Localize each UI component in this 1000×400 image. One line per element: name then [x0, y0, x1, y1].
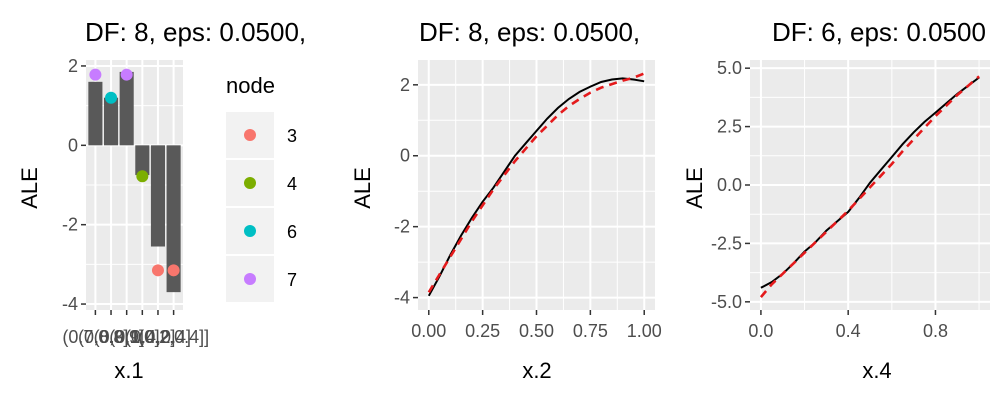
ale-bar	[150, 145, 166, 247]
ale-fitted-dashed-line	[759, 75, 980, 298]
legend-title: node	[226, 73, 275, 98]
ale-node-point	[105, 91, 118, 104]
y-tick-label: -2	[394, 217, 410, 237]
x-tick-label: 1.00	[627, 321, 662, 341]
panel-x2-title: DF: 8, eps: 0.0500,	[419, 17, 640, 47]
panel-x2-ylabel: ALE	[350, 167, 375, 209]
ale-node-point	[167, 264, 180, 277]
ale-node-point	[151, 264, 164, 277]
panel-x4: -5.0 -2.5 0.0 2.5 5.0 0.0 0.4 0.8 DF: 6, eps: 0.…	[682, 17, 990, 383]
y-tick-label: 0	[68, 135, 78, 155]
node-legend: 3 4 6 7 node	[226, 73, 297, 302]
y-tick-label: -4	[394, 288, 410, 308]
x-tick-label: 0.0	[748, 321, 773, 341]
x-tick-label: (0.4,0.4]	[125, 327, 191, 347]
panel-x2-xlabel: x.2	[522, 358, 551, 383]
ale-bar	[166, 145, 181, 293]
y-tick-label: 2	[400, 75, 410, 95]
x-tick-label: (0.1,0.2]	[109, 327, 175, 347]
y-tick-label: -5.0	[711, 292, 742, 312]
ale-node-point	[120, 68, 133, 81]
y-tick-label: 2	[68, 56, 78, 76]
x-tick-label: (0.2,0.4]]	[138, 327, 209, 347]
panel-x1-xlabel: x.1	[114, 358, 143, 383]
legend-key-point	[244, 129, 256, 141]
ale-node-point	[89, 68, 102, 81]
x-tick-label: (0.9,1.0]	[94, 327, 160, 347]
y-tick-label: 2.5	[717, 117, 742, 137]
ale-estimate-line	[760, 76, 980, 289]
y-tick-label: 0	[400, 146, 410, 166]
panel-x1-title: DF: 8, eps: 0.0500,	[85, 17, 306, 47]
panel-x4-xlabel: x.4	[862, 358, 891, 383]
panel-x1: -4 -2 0 2 (0.7,0.8](0.8,0.9](0.9,1.0](0.1,0.…	[17, 17, 306, 383]
x-tick-label: 0.50	[519, 321, 554, 341]
y-tick-label: 0.0	[717, 175, 742, 195]
legend-key-point	[244, 273, 256, 285]
y-tick-label: -4	[62, 294, 78, 314]
ale-node-point	[136, 170, 149, 183]
legend-label: 6	[287, 222, 297, 242]
ale-bar	[119, 71, 134, 146]
x-tick-label: 0.75	[573, 321, 608, 341]
legend-label: 7	[287, 270, 297, 290]
legend-key-point	[244, 177, 256, 189]
ale-estimate-line	[427, 77, 645, 297]
y-tick-label: -2	[62, 215, 78, 235]
x-tick-label: 0.4	[836, 321, 861, 341]
panel-x1-ylabel: ALE	[17, 167, 42, 209]
panel-x4-ylabel: ALE	[682, 167, 707, 209]
legend-key-point	[244, 225, 256, 237]
ale-bar	[103, 97, 119, 146]
x-tick-label: 0.00	[411, 321, 446, 341]
x-tick-label: (0.8,0.9]	[78, 327, 144, 347]
legend-label: 4	[287, 174, 297, 194]
legend-label: 3	[287, 126, 297, 146]
x-tick-label: (0.7,0.8]	[62, 327, 128, 347]
panel-x2: -4 -2 0 2 0.00 0.25 0.50 0.75 1.00 DF: 8, eps: 0.…	[350, 17, 662, 383]
x-tick-label: 0.25	[465, 321, 500, 341]
y-tick-label: 5.0	[717, 58, 742, 78]
y-tick-label: -2.5	[711, 233, 742, 253]
ale-bar	[135, 145, 150, 176]
ale-bar	[88, 81, 103, 146]
x-tick-label: 0.8	[923, 321, 948, 341]
panel-x4-title: DF: 6, eps: 0.0500	[772, 17, 986, 47]
